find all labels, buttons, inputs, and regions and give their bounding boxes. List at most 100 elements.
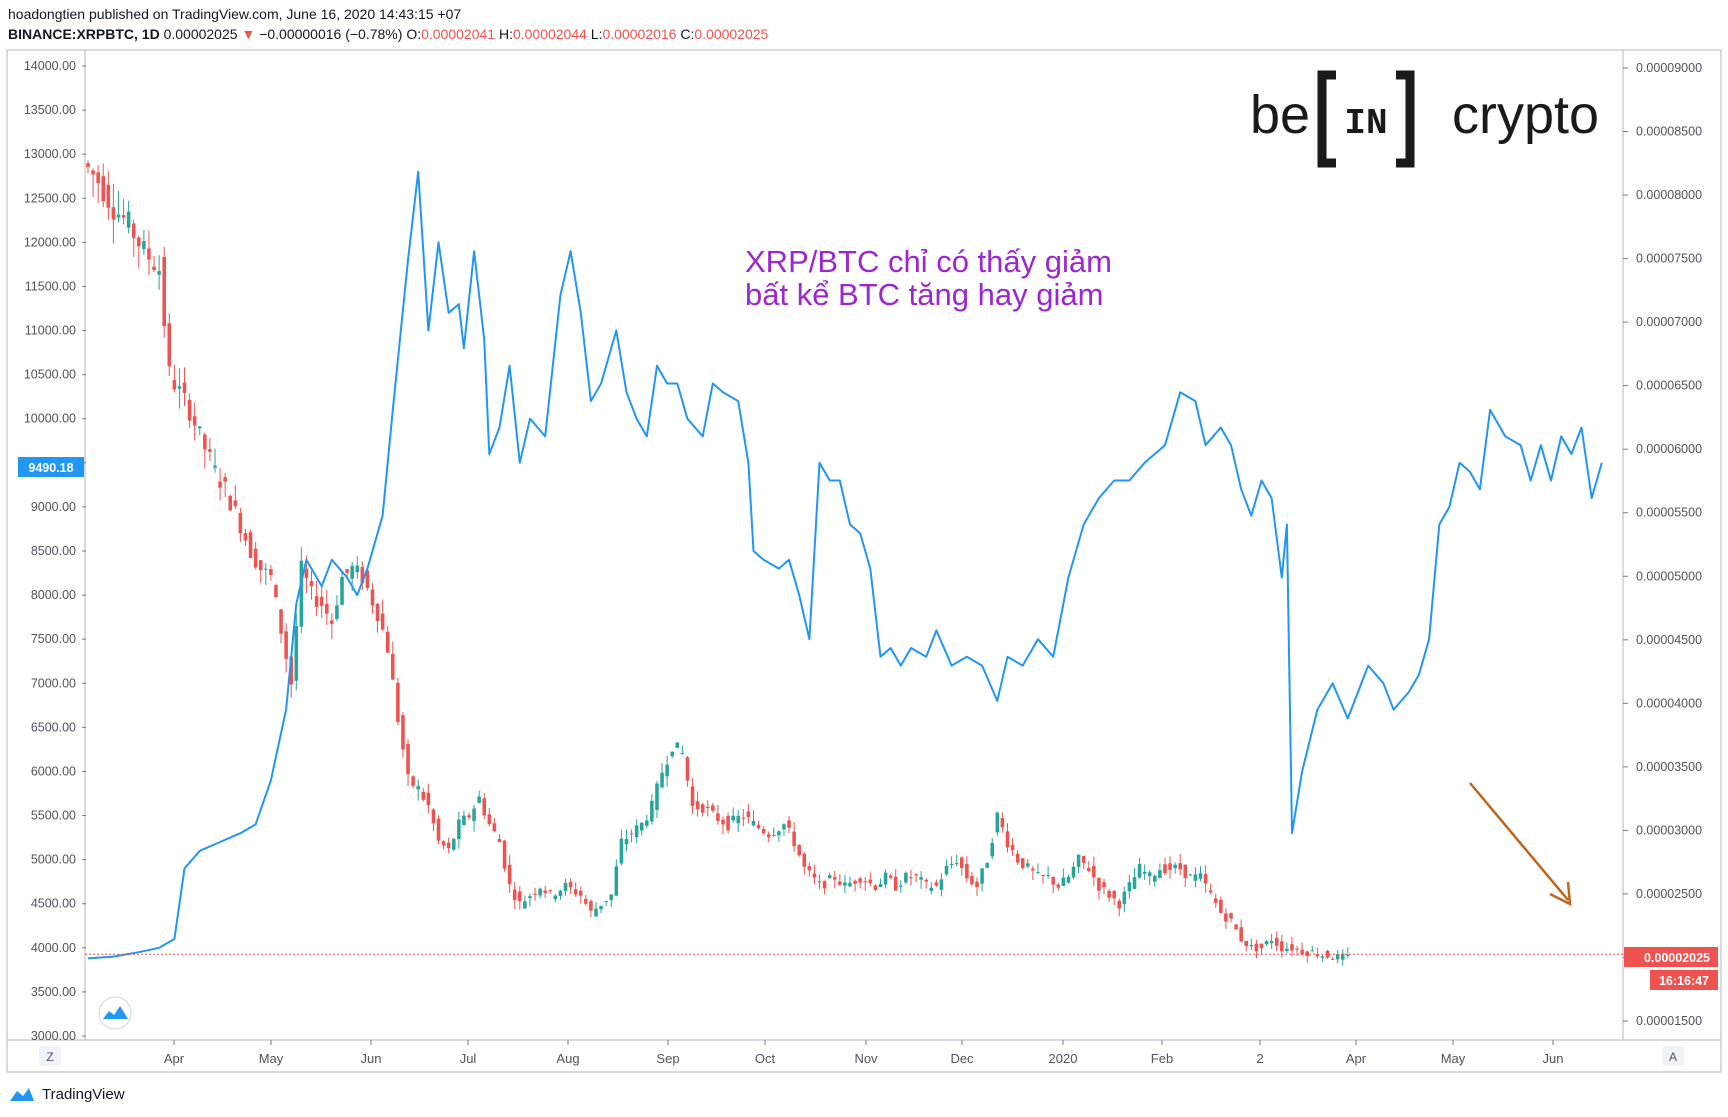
candle-body	[1249, 945, 1254, 947]
candle-body	[893, 876, 898, 891]
candle-body	[116, 214, 121, 218]
left-tick-label: 5500.00	[31, 809, 76, 823]
candle-body	[1107, 890, 1111, 898]
candle-body	[1300, 949, 1304, 955]
symbol-name[interactable]: BINANCE:XRPBTC, 1D	[8, 26, 160, 42]
candle-body	[203, 434, 207, 450]
candle-body	[1097, 878, 1101, 891]
candle-body	[523, 901, 527, 909]
right-tick-label: 0.00004000	[1636, 696, 1702, 710]
candle-body	[645, 820, 649, 826]
candle-body	[187, 399, 192, 421]
candle-body	[578, 890, 583, 896]
trend-arrow[interactable]	[1469, 782, 1572, 907]
tradingview-footer[interactable]: TradingView	[8, 1086, 125, 1103]
candle-body	[441, 841, 446, 846]
candle-body	[370, 589, 375, 606]
annotation-text[interactable]: XRP/BTC chỉ có thấy giảm bất kể BTC tăng…	[745, 244, 1112, 312]
candle-body	[812, 873, 817, 878]
time-axis[interactable]: Apr May Jun Jul Aug Sep Oct Nov Dec 2020 Feb 2 Apr Ma…	[164, 1040, 1564, 1066]
scale-right-button[interactable]: A	[1662, 1046, 1684, 1066]
right-tick-label: 0.00008000	[1636, 188, 1702, 202]
candle-body	[1020, 858, 1025, 868]
candle-body	[807, 866, 812, 871]
right-tick-label: 0.00004500	[1636, 633, 1702, 647]
left-tick-label: 12000.00	[24, 235, 76, 249]
candle-body	[589, 900, 593, 911]
candle-body	[1031, 868, 1035, 871]
high-label: H:	[498, 26, 513, 42]
candle-body	[411, 776, 415, 786]
left-tick-label: 4500.00	[31, 897, 76, 911]
candle-body	[944, 865, 949, 875]
candle-body	[340, 576, 344, 605]
right-tick-label: 0.00005000	[1636, 569, 1702, 583]
candle-body	[1000, 818, 1005, 828]
left-tick-label: 11500.00	[25, 279, 76, 293]
candle-body	[1010, 844, 1015, 851]
candle-body	[665, 764, 669, 777]
time-tick-label: Jun	[1543, 1051, 1564, 1066]
candle-body	[1208, 890, 1213, 893]
candle-body	[477, 796, 481, 803]
time-tick-label: Jul	[460, 1051, 477, 1066]
candle-body	[319, 596, 324, 606]
candle-body	[1203, 874, 1208, 884]
candle-body	[1269, 941, 1274, 944]
candle-body	[766, 834, 771, 838]
left-price-axis[interactable]: 14000.00 13500.00 13000.00 12500.00 12000.00…	[24, 59, 86, 1043]
candle-body	[335, 605, 339, 619]
candle-body	[1041, 875, 1045, 877]
candle-body	[899, 885, 903, 887]
candle-body	[1320, 956, 1325, 958]
candle-body	[868, 879, 873, 883]
candle-body	[1112, 891, 1116, 899]
candle-body	[1310, 950, 1315, 952]
candle-body	[782, 824, 786, 830]
left-tick-label: 6500.00	[31, 720, 76, 734]
candle-body	[838, 881, 842, 885]
candle-body	[228, 495, 233, 511]
candle-body	[888, 875, 893, 878]
candle-body	[436, 818, 441, 841]
right-price-axis[interactable]: 0.00009000 0.00008500 0.00008000 0.00007500…	[1623, 61, 1702, 1028]
candle-body	[350, 565, 354, 579]
candle-body	[1102, 882, 1106, 888]
last-price: 0.00002025	[163, 26, 238, 42]
scale-left-button[interactable]: Z	[39, 1046, 61, 1066]
candle-body	[873, 885, 878, 891]
candle-body	[457, 819, 461, 840]
trend-arrow-head	[1549, 881, 1572, 907]
left-tick-label: 3000.00	[31, 1029, 76, 1043]
candle-body	[86, 163, 90, 168]
candle-body	[1193, 874, 1198, 881]
right-tick-label: 0.00008500	[1636, 125, 1702, 139]
candle-body	[1285, 948, 1289, 952]
btc-price-line	[87, 170, 1603, 960]
candle-body	[970, 875, 974, 885]
candle-body	[883, 872, 888, 885]
candle-body	[152, 266, 156, 271]
annotation-line-1: XRP/BTC chỉ có thấy giảm	[745, 244, 1112, 279]
candle-body	[518, 891, 522, 902]
candle-body	[213, 465, 217, 468]
candle-body	[365, 570, 370, 588]
candle-body	[568, 882, 573, 888]
candle-body	[131, 223, 136, 239]
right-tick-label: 0.00005500	[1636, 506, 1702, 520]
last-price-badge-text: 0.00002025	[1644, 951, 1710, 965]
close-value: 0.00002025	[694, 26, 769, 42]
candle-body	[1026, 863, 1030, 867]
candle-body	[426, 792, 431, 806]
candle-body	[269, 569, 273, 575]
left-tick-label: 11000.00	[25, 324, 76, 338]
logo-left-bracket	[1317, 70, 1336, 168]
candle-body	[736, 816, 741, 824]
candle-body	[264, 568, 268, 570]
beincrypto-logo: be IN crypto	[1250, 70, 1599, 168]
candle-body	[675, 742, 680, 748]
open-value: 0.00002041	[421, 26, 496, 42]
scale-right-button-label: A	[1669, 1050, 1677, 1064]
candle-body	[685, 757, 690, 781]
